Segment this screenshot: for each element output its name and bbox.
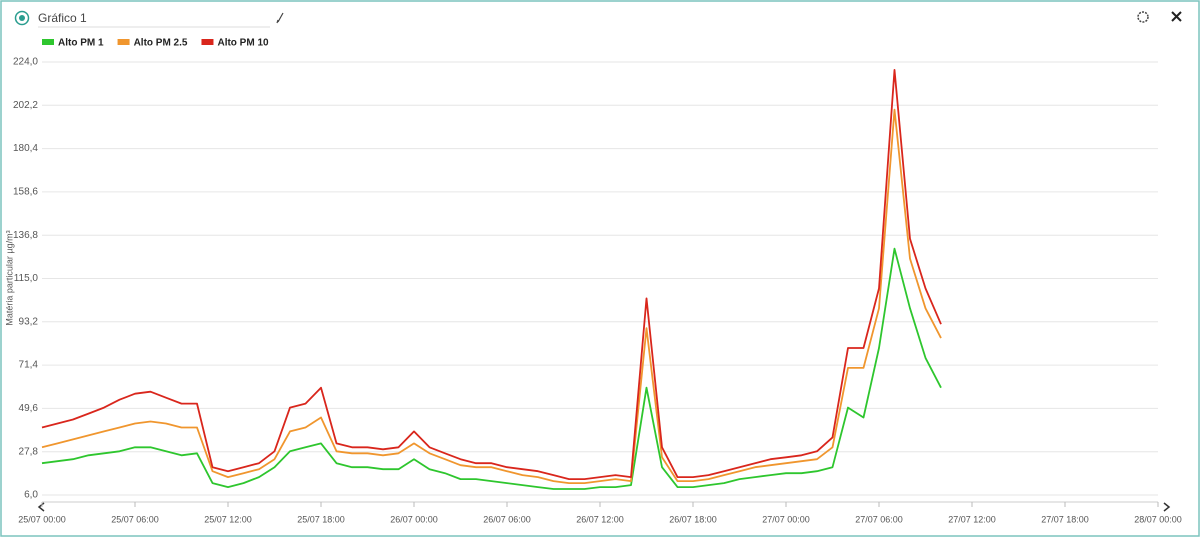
y-tick-label: 115,0 [14,273,39,284]
legend-swatch [201,39,214,45]
x-tick-label: 26/07 00:00 [390,514,438,524]
x-tick-label: 27/07 12:00 [948,514,996,524]
legend-swatch [42,39,54,45]
x-tick-label: 27/07 06:00 [855,514,903,524]
radio-icon[interactable] [14,10,30,26]
settings-icon[interactable] [1137,11,1149,23]
y-tick-label: 158,6 [13,187,38,198]
scroll-right[interactable] [1163,502,1171,512]
legend-swatch [117,39,130,45]
widget-title[interactable]: Gráfico 1 [38,11,87,25]
x-tick-label: 26/07 12:00 [576,514,624,524]
legend: Alto PM 1 Alto PM 2.5 Alto PM 10 [42,38,269,49]
data-line [41,69,942,480]
x-tick-label: 26/07 18:00 [669,514,717,524]
y-tick-label: 6,0 [24,490,38,501]
x-tick-label: 28/07 00:00 [1134,514,1182,524]
legend-label: Alto PM 2.5 [134,38,188,49]
y-tick-label: 136,8 [13,230,38,241]
y-tick-label: 49,6 [19,403,39,414]
y-axis-title: Matéria particular µg/m³ [4,230,14,325]
y-tick-label: 71,4 [19,360,39,371]
y-tick-label: 202,2 [13,100,38,111]
x-tick-label: 25/07 06:00 [111,514,159,524]
y-tick-label: 93,2 [19,316,39,327]
x-tick-label: 25/07 18:00 [297,514,345,524]
radio-dot [19,15,25,21]
x-tick-label: 27/07 00:00 [762,514,810,524]
x-tick-label: 27/07 18:00 [1041,514,1089,524]
legend-label: Alto PM 10 [217,38,269,49]
data-line [41,108,942,484]
x-tick-label: 25/07 00:00 [18,514,66,524]
y-tick-label: 180,4 [13,143,38,154]
x-tick-label: 25/07 12:00 [204,514,252,524]
edit-icon[interactable] [276,12,284,24]
y-tick-label: 224,0 [13,57,38,68]
legend-label: Alto PM 1 [58,38,104,49]
x-tick-label: 26/07 06:00 [483,514,531,524]
data-line [41,247,942,490]
close-icon[interactable] [1171,11,1182,22]
y-tick-label: 27,8 [19,446,39,457]
